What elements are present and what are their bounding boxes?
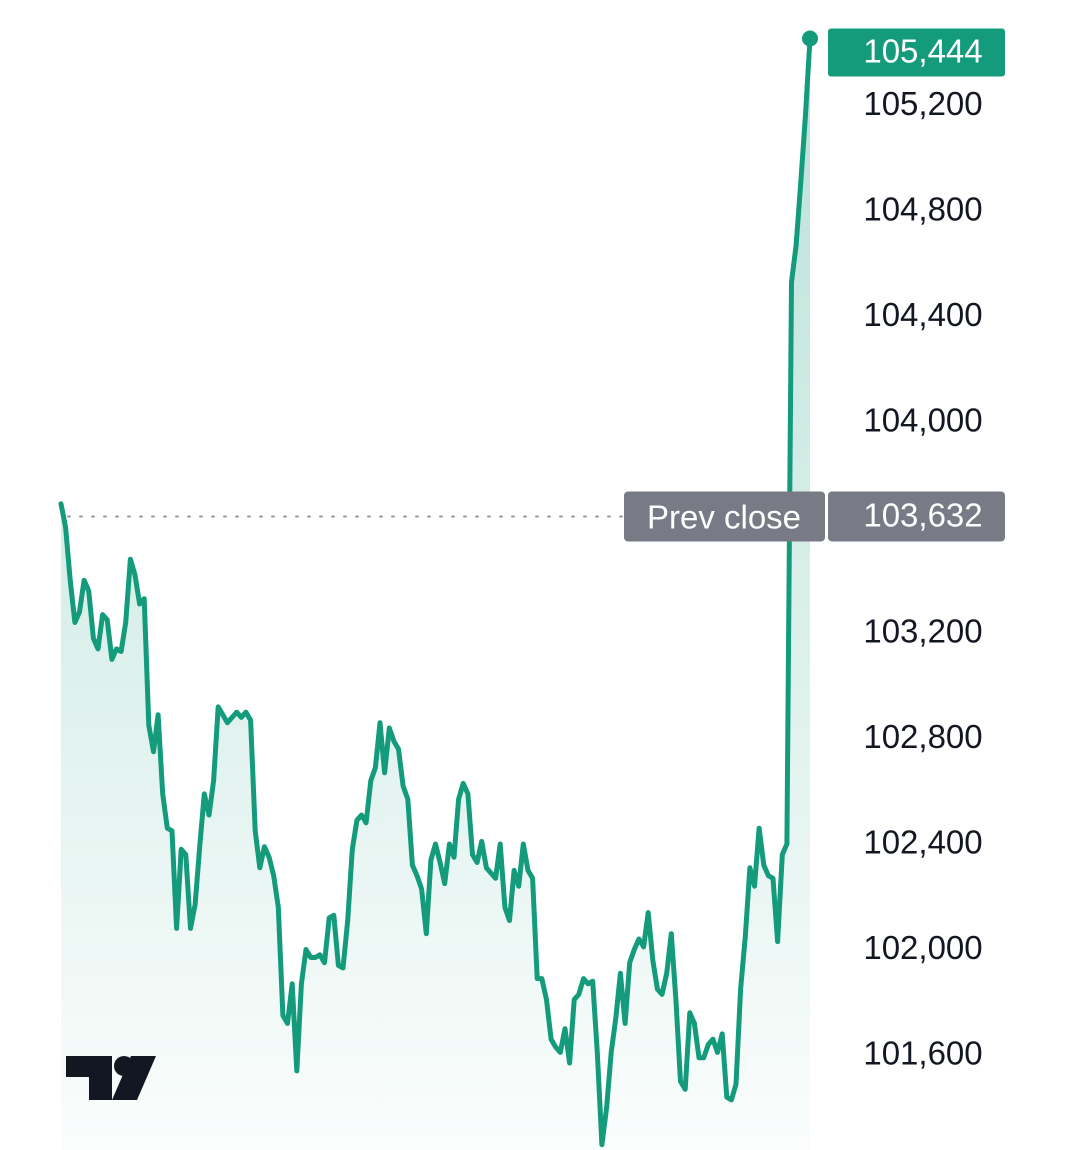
y-tick-label: 104,800 — [863, 190, 982, 227]
y-tick-label: 102,000 — [863, 929, 982, 966]
last-price-point — [802, 30, 818, 47]
prev-close-value-label: 103,632 — [863, 496, 982, 533]
y-tick-label: 104,000 — [863, 401, 982, 438]
series-area-fill — [61, 38, 810, 1150]
tradingview-logo-slash — [112, 1056, 156, 1100]
series-line — [58, 36, 813, 1148]
y-axis: 105,200 104,800 104,400 104,000 103,200 102,8… — [863, 85, 982, 1072]
y-tick-label: 102,400 — [863, 823, 982, 860]
last-price-label: 105,444 — [863, 33, 982, 70]
last-price-tag: 105,444 — [828, 28, 1005, 77]
y-tick-label: 101,600 — [863, 1034, 982, 1071]
last-price-tag-background — [828, 28, 1005, 77]
tradingview-logo — [66, 1056, 156, 1100]
prev-close-text-background — [624, 491, 825, 542]
y-tick-label: 105,200 — [863, 85, 982, 122]
y-tick-label: 103,200 — [863, 612, 982, 649]
y-tick-label: 102,800 — [863, 718, 982, 755]
y-tick-label: 104,400 — [863, 296, 982, 333]
prev-close-tag: Prev close 103,632 — [624, 491, 1005, 542]
prev-close-value-background — [828, 491, 1005, 542]
tradingview-logo-t-shape — [66, 1056, 112, 1100]
prev-close-label: Prev close — [647, 498, 801, 535]
